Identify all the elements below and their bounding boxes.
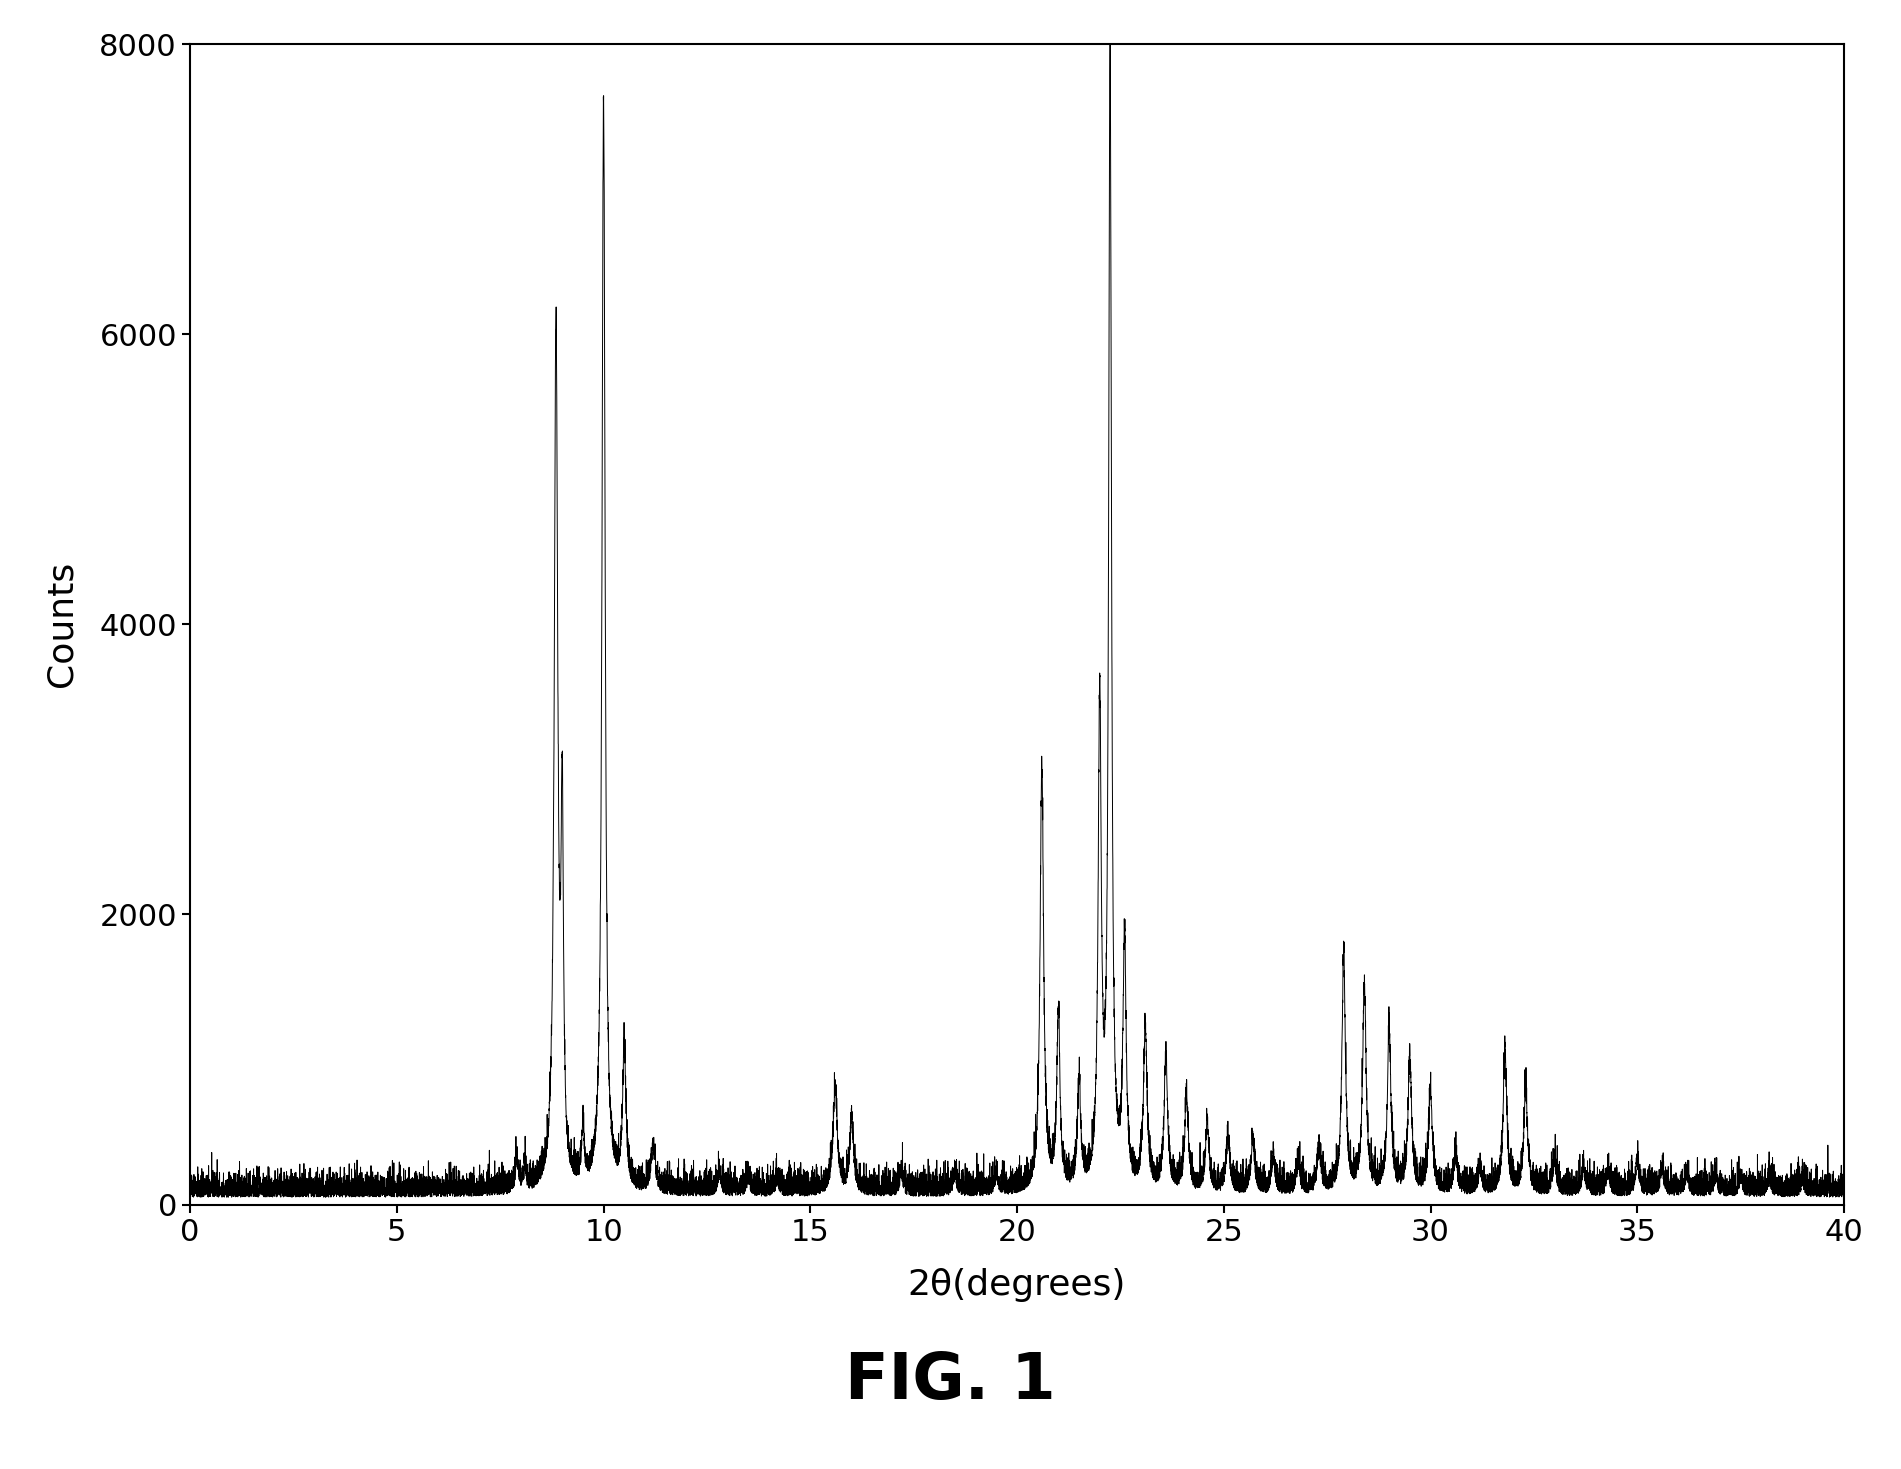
Text: FIG. 1: FIG. 1 [846, 1350, 1055, 1412]
Y-axis label: Counts: Counts [44, 561, 78, 687]
X-axis label: 2θ(degrees): 2θ(degrees) [909, 1268, 1125, 1302]
